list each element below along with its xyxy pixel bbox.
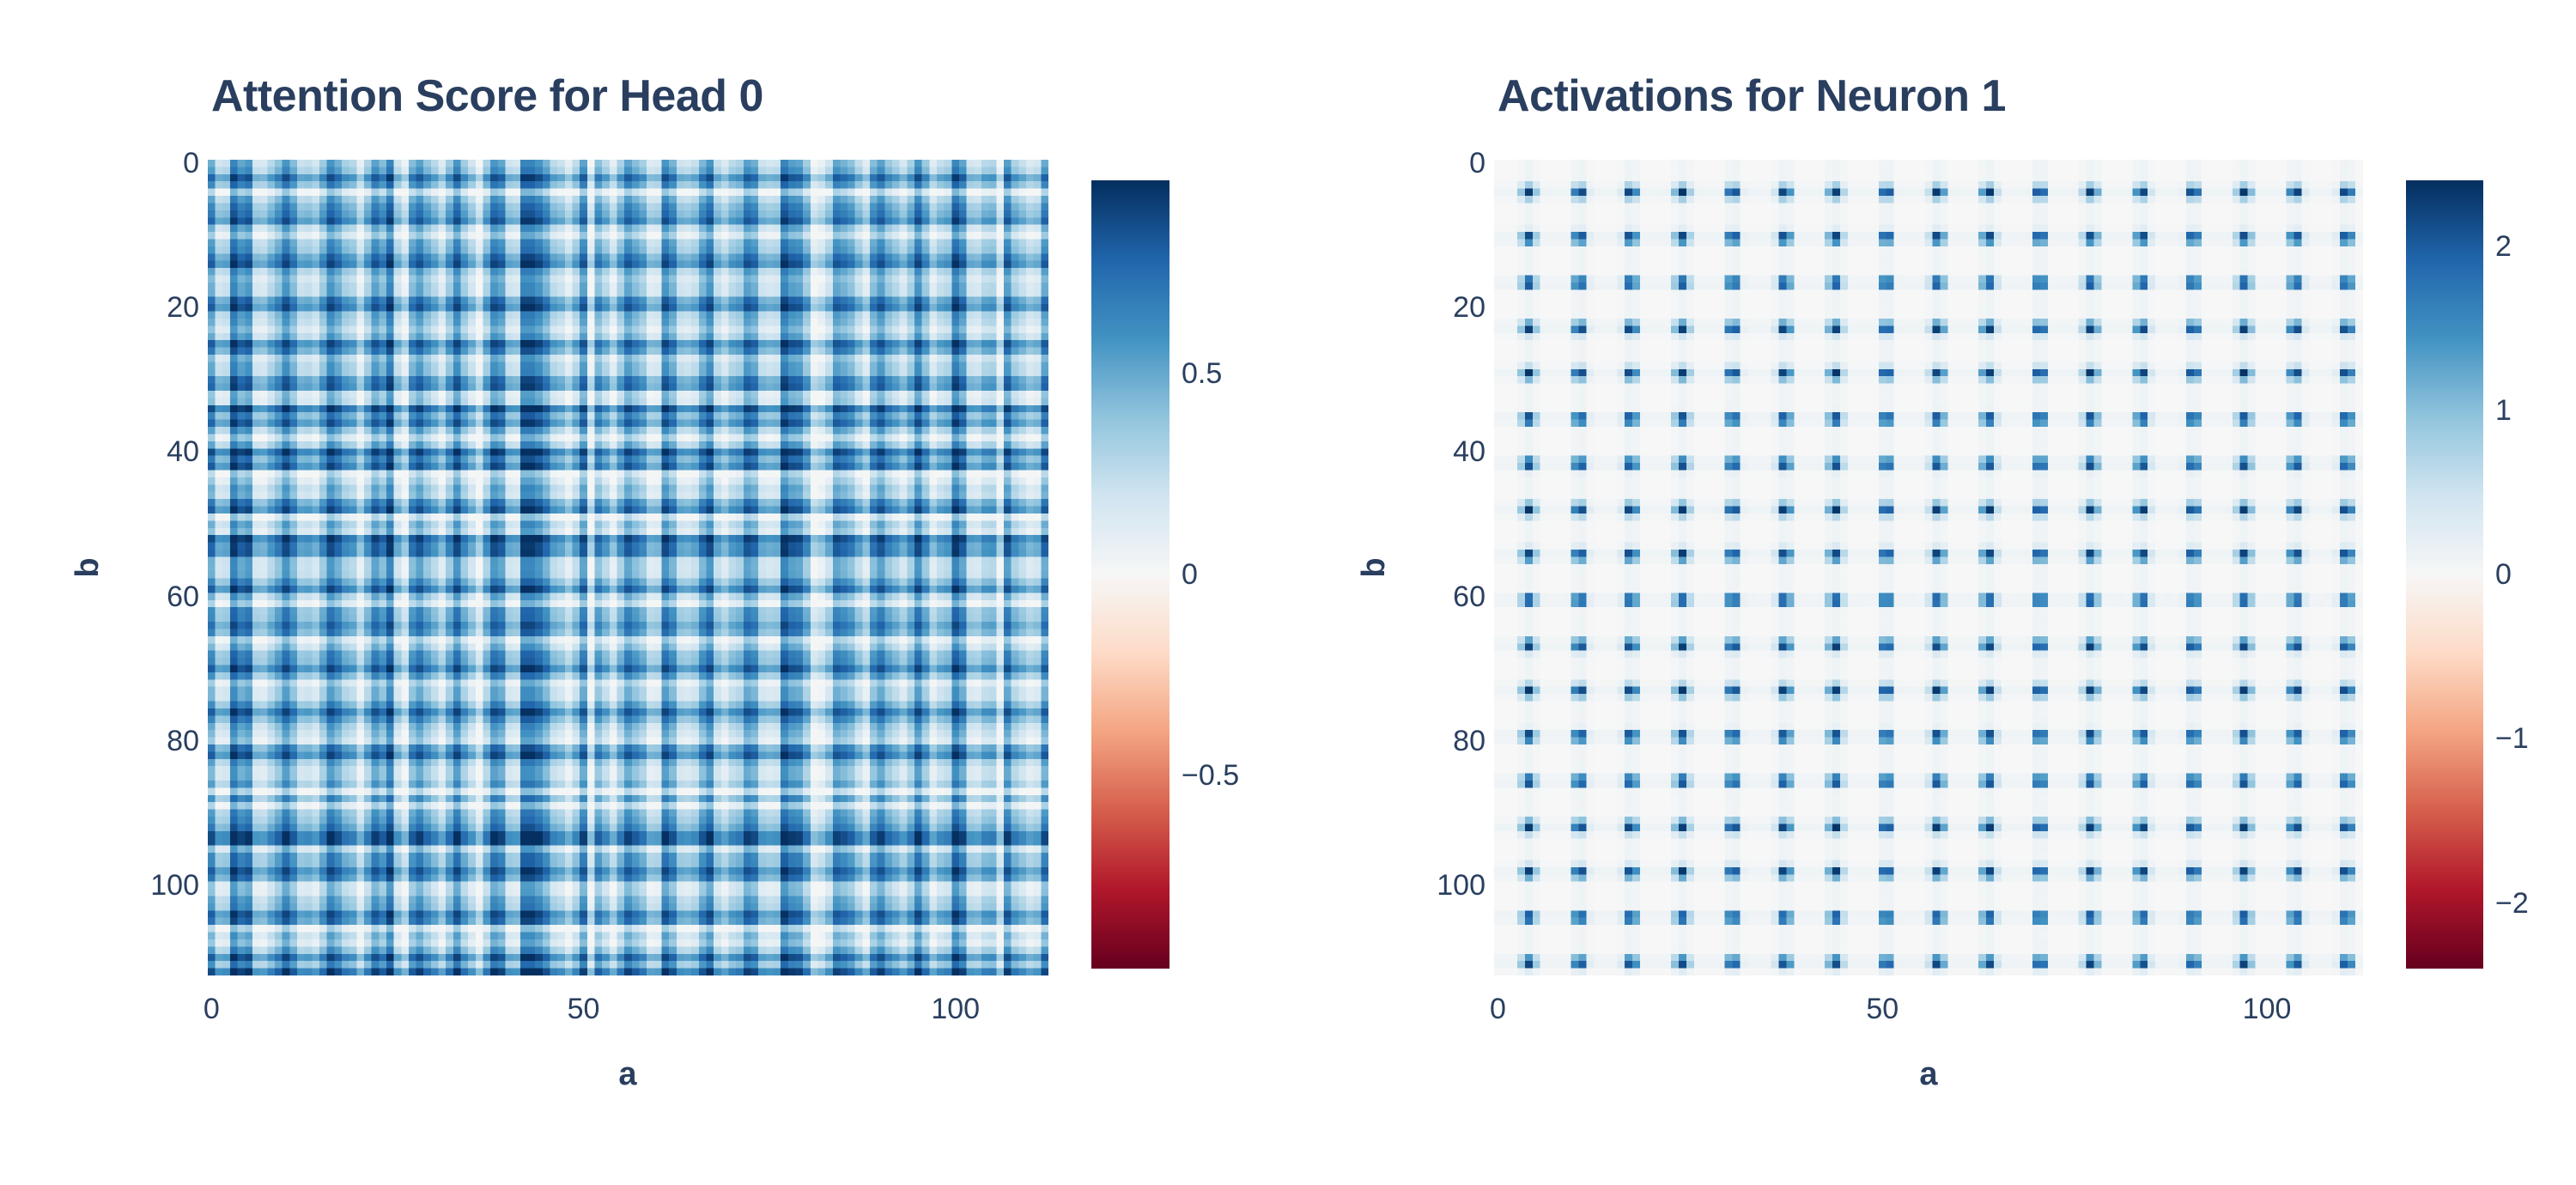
- colorbar-tick-label: −2: [2495, 886, 2529, 920]
- plot1-title: Attention Score for Head 0: [211, 71, 763, 121]
- colorbar-tick-label: 0: [1182, 558, 1198, 591]
- x-tick-label: 0: [203, 993, 220, 1025]
- colorbar-tick-label: 2: [2495, 229, 2512, 263]
- colorbar-tick-label: −1: [2495, 722, 2529, 756]
- x-tick-label: 0: [1490, 993, 1506, 1025]
- y-tick-label: 40: [167, 435, 199, 469]
- x-tick-label: 100: [931, 993, 981, 1025]
- x-tick-label: 50: [1866, 993, 1899, 1025]
- x-tick-label: 50: [567, 993, 600, 1025]
- plot2-colorbar: [2406, 180, 2483, 969]
- plot1-xaxis-label: a: [618, 1056, 637, 1092]
- y-tick-label: 100: [1437, 868, 1485, 902]
- y-tick-label: 20: [167, 291, 199, 325]
- y-tick-label: 0: [1469, 147, 1485, 180]
- plot1-heatmap[interactable]: [208, 160, 1048, 975]
- plot2-title: Activations for Neuron 1: [1498, 71, 2006, 121]
- colorbar-tick-label: 0: [2495, 558, 2512, 591]
- y-tick-label: 40: [1453, 435, 1485, 469]
- plot1-yaxis-label: b: [70, 557, 106, 578]
- plot2-yaxis-label: b: [1356, 557, 1392, 578]
- colorbar-tick-label: 0.5: [1182, 356, 1223, 390]
- y-tick-label: 80: [167, 724, 199, 757]
- colorbar-tick-label: 1: [2495, 393, 2512, 427]
- x-tick-label: 100: [2242, 993, 2292, 1025]
- y-tick-label: 20: [1453, 291, 1485, 325]
- y-tick-label: 80: [1453, 724, 1485, 757]
- y-tick-label: 60: [167, 580, 199, 613]
- plot1-colorbar: [1091, 180, 1170, 969]
- y-tick-label: 60: [1453, 580, 1485, 613]
- y-tick-label: 100: [150, 868, 199, 902]
- plot2-heatmap[interactable]: [1494, 160, 2363, 975]
- plot2-xaxis-label: a: [1919, 1056, 1938, 1092]
- y-tick-label: 0: [183, 147, 199, 180]
- colorbar-tick-label: −0.5: [1182, 759, 1240, 793]
